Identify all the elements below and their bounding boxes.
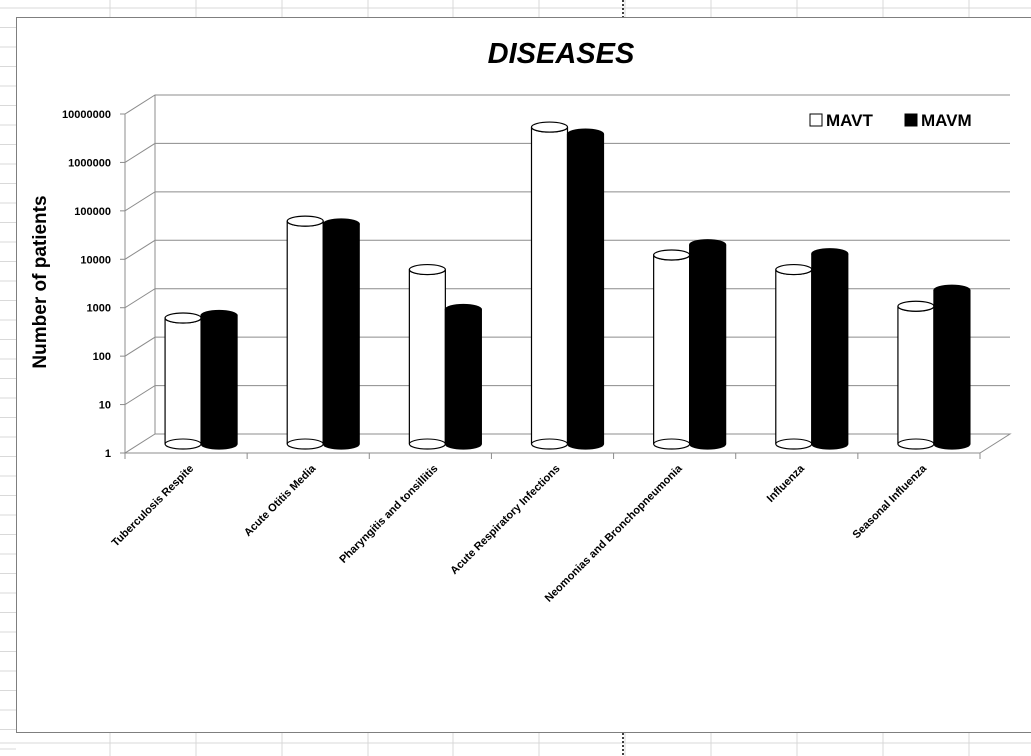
legend-swatch-MAVM bbox=[904, 113, 918, 127]
y-tick-label-100: 100 bbox=[93, 351, 111, 363]
bar-base-MAVT-6 bbox=[897, 438, 935, 445]
bar-body-MAVM-6 bbox=[933, 289, 971, 450]
legend: MAVT MAVM bbox=[809, 111, 972, 130]
bar-MAVM-3 bbox=[566, 128, 605, 450]
bar-top-MAVM-4 bbox=[689, 239, 727, 251]
category-label-4: Neomonias and Bronchopneumonia bbox=[543, 462, 686, 605]
bar-base-MAVT-0 bbox=[164, 438, 202, 445]
bar-body-MAVM-4 bbox=[689, 244, 727, 450]
bar-body-MAVT-6 bbox=[897, 306, 935, 450]
bar-top-MAVT-6 bbox=[897, 300, 935, 312]
gridline-10000000 bbox=[124, 94, 1010, 115]
category-label-3: Acute Respiratory Infections bbox=[448, 463, 562, 577]
y-tick-label-10000: 10000 bbox=[80, 254, 111, 266]
bar-top-MAVT-1 bbox=[286, 215, 324, 227]
bar-top-MAVM-6 bbox=[933, 284, 971, 296]
y-tick-label-10000000: 10000000 bbox=[62, 109, 111, 121]
bar-MAVT-6 bbox=[897, 300, 935, 450]
bar-body-MAVM-1 bbox=[322, 223, 360, 450]
bar-top-MAVM-2 bbox=[444, 303, 482, 316]
bar-base-MAVT-3 bbox=[531, 438, 568, 445]
bar-base-MAVT-1 bbox=[286, 438, 324, 445]
category-label-5: Influenza bbox=[765, 462, 808, 505]
bar-top-MAVT-0 bbox=[164, 312, 202, 324]
bars bbox=[164, 121, 971, 450]
bar-body-MAVT-2 bbox=[408, 269, 446, 450]
bar-top-MAVT-2 bbox=[408, 263, 446, 276]
bar-base-MAVT-2 bbox=[408, 438, 446, 445]
bar-top-MAVM-3 bbox=[566, 128, 605, 140]
bar-MAVM-4 bbox=[689, 239, 727, 450]
legend-label-MAVT: MAVT bbox=[826, 111, 874, 130]
bar-MAVT-4 bbox=[653, 249, 691, 450]
bar-top-MAVT-3 bbox=[530, 121, 569, 133]
bar-body-MAVT-4 bbox=[653, 254, 691, 450]
bar-base-MAVT-5 bbox=[775, 438, 813, 445]
bar-MAVM-2 bbox=[444, 303, 482, 450]
y-tick-label-1000: 1000 bbox=[87, 303, 111, 315]
bar-top-MAVM-0 bbox=[200, 309, 238, 322]
category-label-0: Tuberculosis Respite bbox=[110, 463, 197, 550]
bar-body-MAVM-3 bbox=[566, 133, 605, 450]
bar-MAVT-3 bbox=[530, 121, 569, 450]
bar-body-MAVT-3 bbox=[530, 126, 569, 450]
bar-MAVT-1 bbox=[286, 215, 324, 450]
chart-title: DISEASES bbox=[488, 38, 635, 70]
bar-body-MAVT-5 bbox=[775, 269, 813, 450]
y-tick-label-1: 1 bbox=[105, 448, 111, 460]
bar-base-MAVT-4 bbox=[653, 438, 691, 445]
category-label-6: Seasonal Influenza bbox=[851, 462, 930, 541]
bar-body-MAVT-1 bbox=[286, 220, 324, 450]
legend-label-MAVM: MAVM bbox=[921, 111, 972, 130]
bar-top-MAVM-5 bbox=[811, 248, 849, 260]
y-tick-label-1000000: 1000000 bbox=[68, 157, 111, 169]
bar-body-MAVT-0 bbox=[164, 317, 202, 450]
bar-MAVM-5 bbox=[811, 248, 849, 450]
bar-body-MAVM-0 bbox=[200, 315, 238, 450]
bar-MAVT-0 bbox=[164, 312, 202, 450]
bar-MAVT-5 bbox=[775, 263, 813, 450]
y-tick-label-100000: 100000 bbox=[74, 206, 111, 218]
category-label-1: Acute Otitis Media bbox=[242, 462, 319, 539]
bar-body-MAVM-2 bbox=[444, 309, 482, 450]
category-labels: Tuberculosis Respite Acute Otitis Media Ph… bbox=[110, 462, 930, 605]
legend-swatch-MAVT bbox=[809, 113, 823, 127]
y-tick-labels: 1 10 100 1000 10000 100000 1000000 10000000 bbox=[62, 109, 111, 460]
bar-MAVT-2 bbox=[408, 263, 446, 450]
bar-top-MAVM-1 bbox=[322, 218, 360, 230]
category-label-2: Pharyngitis and tonsillitis bbox=[337, 463, 440, 566]
bar-body-MAVM-5 bbox=[811, 253, 849, 450]
y-tick-label-10: 10 bbox=[99, 400, 111, 412]
bar-MAVM-6 bbox=[933, 284, 971, 450]
y-axis-label: Number of patients bbox=[30, 195, 51, 368]
bar-top-MAVT-4 bbox=[653, 249, 691, 261]
bar-top-MAVT-5 bbox=[775, 263, 813, 276]
bar-MAVM-1 bbox=[322, 218, 360, 450]
bar-MAVM-0 bbox=[200, 309, 238, 450]
